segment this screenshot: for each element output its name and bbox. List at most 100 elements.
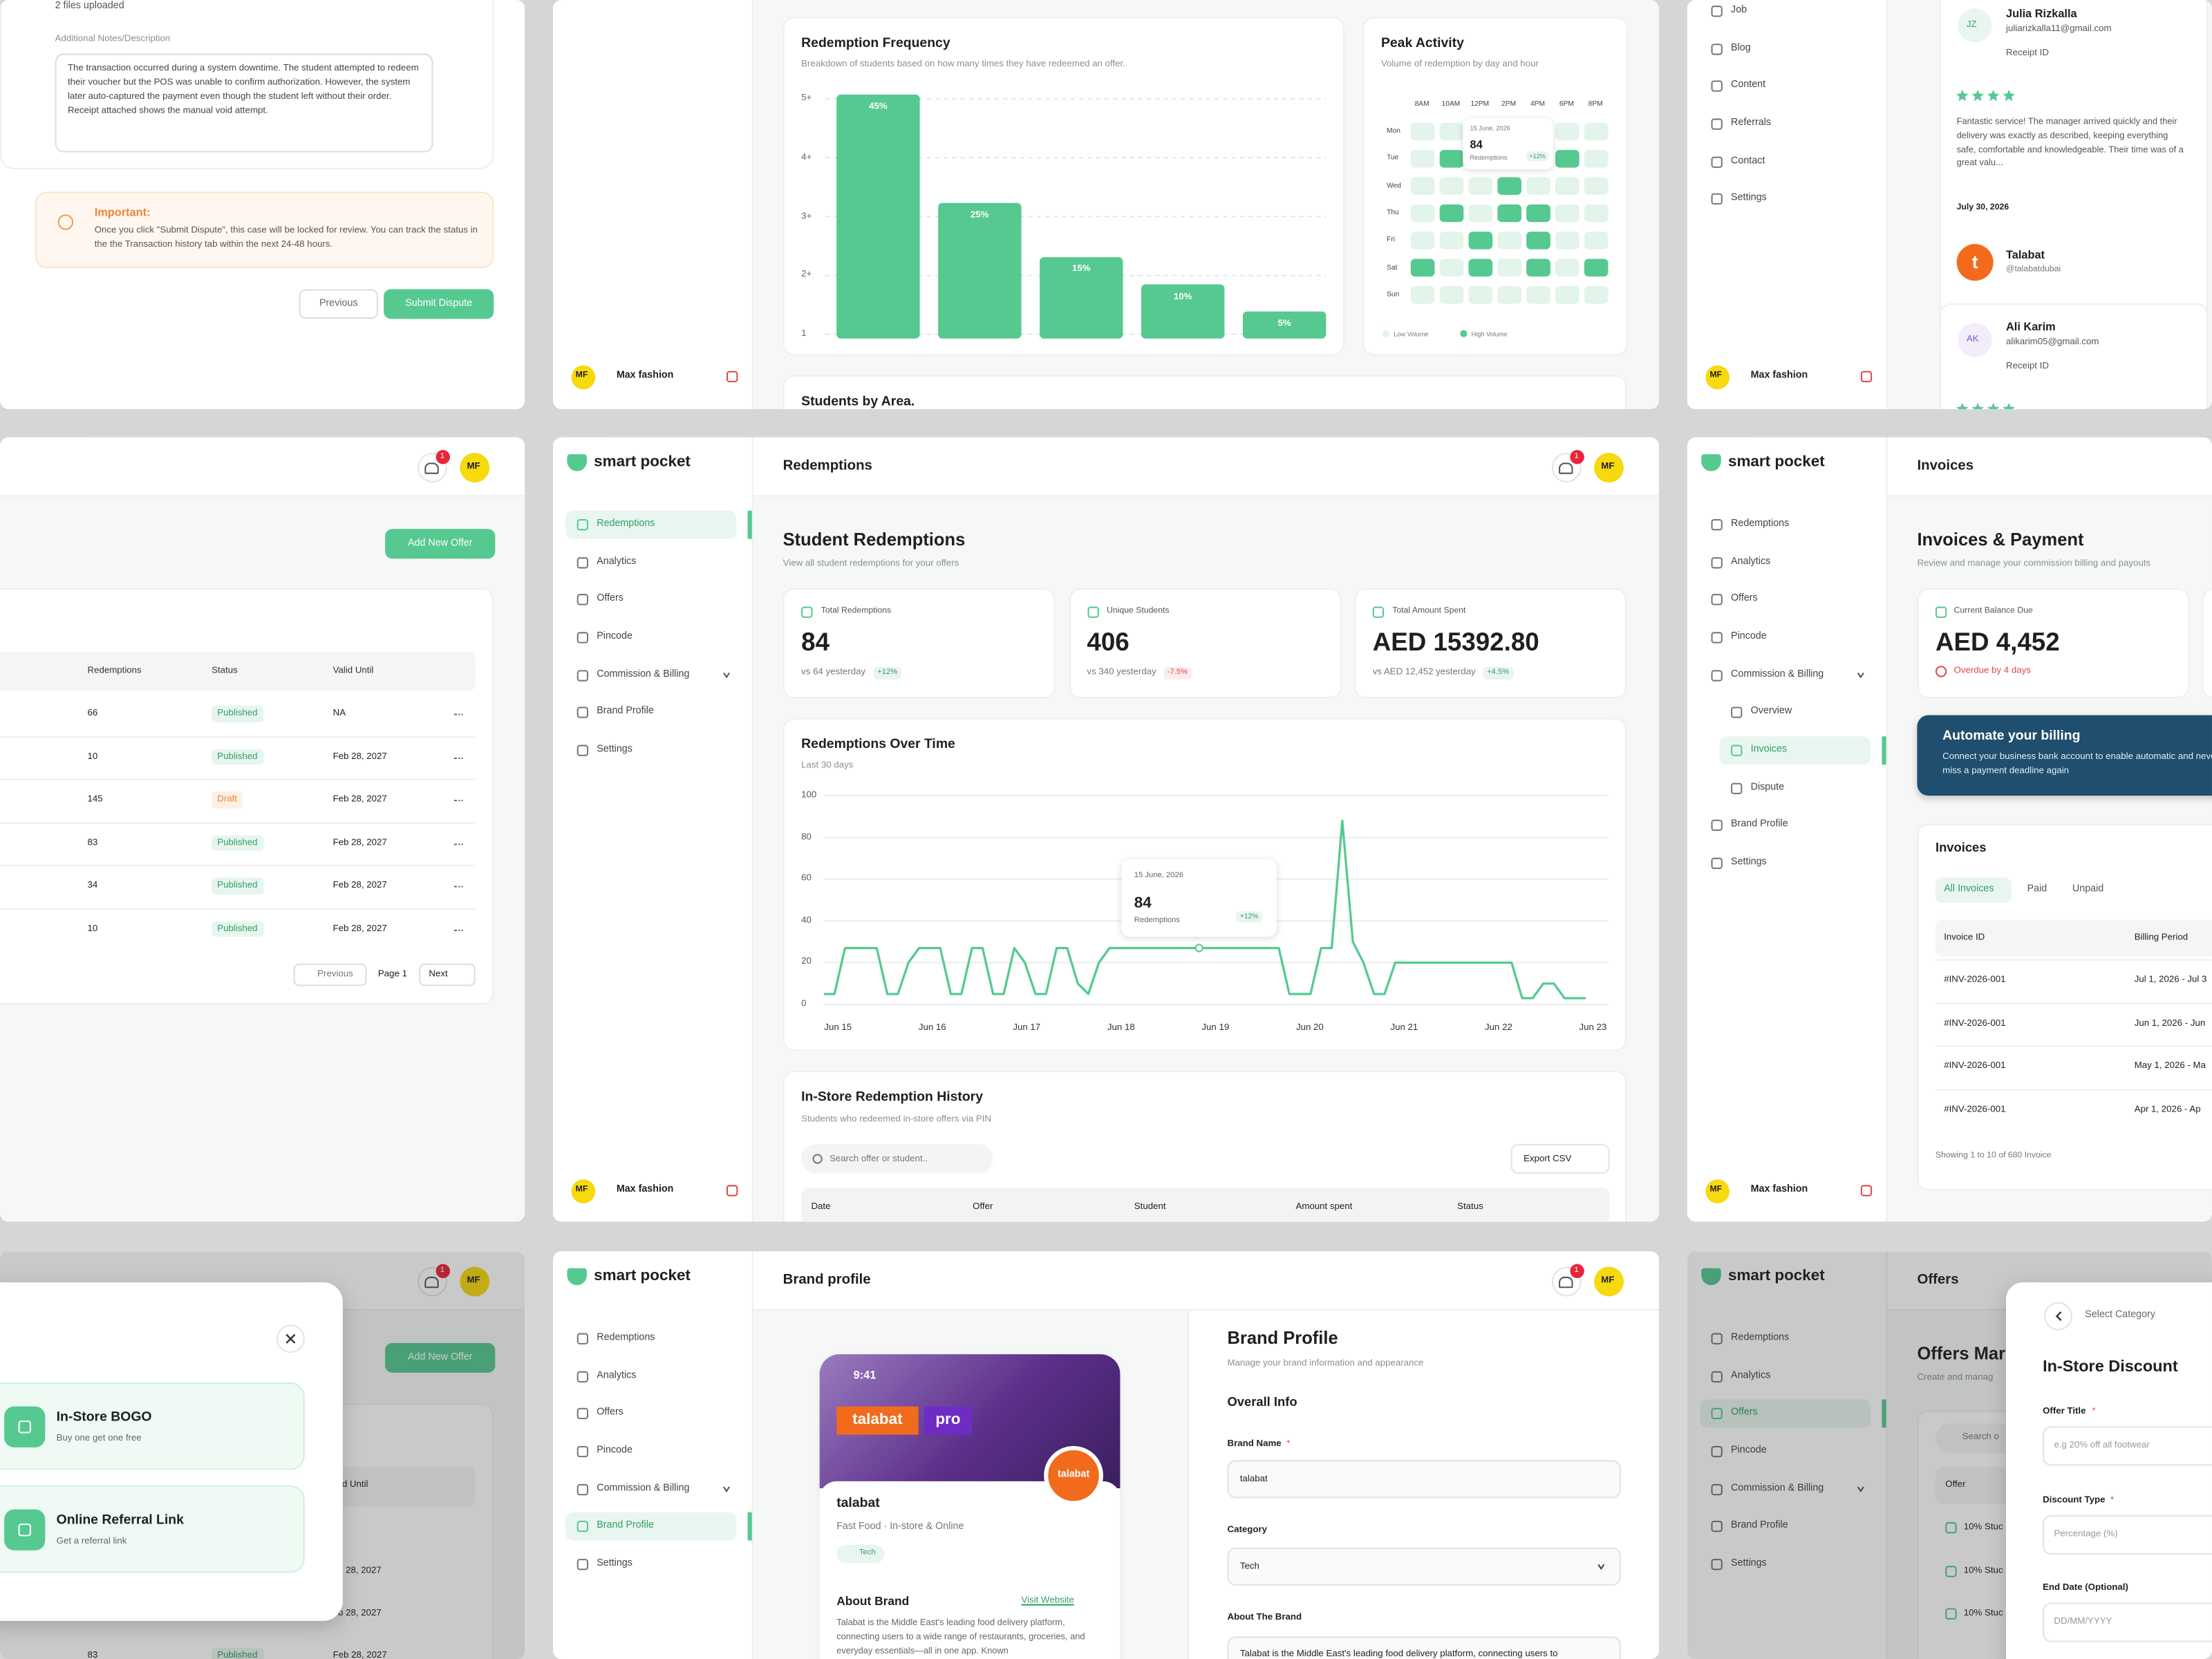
nav-item[interactable]: Settings <box>597 744 632 755</box>
nav-item[interactable]: Brand Profile <box>1731 1520 1788 1530</box>
nav-item[interactable]: Analytics <box>1731 556 1771 568</box>
button[interactable] <box>384 289 494 319</box>
search-placeholder[interactable]: Search offer or student.. <box>829 1154 928 1164</box>
chevron <box>1597 1564 1605 1571</box>
row-divider <box>0 778 476 780</box>
export-button[interactable] <box>1510 1144 1610 1174</box>
nav-item[interactable]: Content <box>1731 80 1766 91</box>
button[interactable] <box>385 1342 496 1373</box>
icon <box>1711 1520 1723 1533</box>
button[interactable] <box>299 289 378 319</box>
nav-item[interactable]: Brand Profile <box>1731 819 1788 830</box>
nav-item[interactable]: Brand Profile <box>597 706 654 717</box>
nav-item[interactable]: Redemptions <box>1731 518 1790 529</box>
nav-item[interactable]: Job <box>1731 5 1747 16</box>
back-button[interactable] <box>2044 1302 2072 1331</box>
nav-item[interactable]: Settings <box>1731 193 1767 203</box>
nav-item[interactable]: Commission & Billing <box>597 669 690 680</box>
y-tick-label: 40 <box>801 915 812 926</box>
page-next[interactable] <box>419 963 476 986</box>
nav-item[interactable]: Overview <box>1750 706 1792 717</box>
nav-item[interactable]: Settings <box>1731 857 1767 868</box>
nav-item[interactable]: Invoices <box>1750 744 1788 755</box>
avatar[interactable] <box>1594 1266 1624 1297</box>
nav-item[interactable]: Pincode <box>597 631 632 642</box>
nav-item[interactable]: Pincode <box>1731 631 1767 642</box>
input[interactable] <box>1227 1636 1621 1659</box>
option-card[interactable] <box>0 1485 305 1573</box>
nav-item[interactable]: Settings <box>597 1558 632 1568</box>
page-next-label[interactable]: Next <box>429 969 448 980</box>
required-mark: * <box>1286 1438 1291 1450</box>
nav-item[interactable]: Settings <box>1731 1558 1767 1568</box>
input-value[interactable]: talabat <box>1239 1473 1268 1484</box>
logout-icon[interactable] <box>727 1185 738 1197</box>
option-title[interactable]: In-Store BOGO <box>56 1409 152 1425</box>
input-placeholder[interactable]: Percentage (%) <box>2054 1529 2118 1539</box>
tab[interactable]: All Invoices <box>1944 884 1994 894</box>
input[interactable] <box>1227 1547 1621 1586</box>
close-button[interactable] <box>276 1324 305 1353</box>
row-menu[interactable] <box>454 800 463 802</box>
page-number: Page 1 <box>377 969 407 980</box>
nav-item[interactable]: Contact <box>1731 156 1765 167</box>
nav-item[interactable]: Analytics <box>597 556 637 568</box>
icon <box>1711 1407 1723 1420</box>
nav-item[interactable]: Commission & Billing <box>1731 669 1824 680</box>
tab[interactable]: Paid <box>2027 884 2047 894</box>
input[interactable] <box>1227 1460 1621 1499</box>
button-label[interactable]: Add New Offer <box>408 538 473 548</box>
button-label[interactable]: Submit Dispute <box>405 298 473 308</box>
nav-item[interactable]: Offers <box>597 1407 624 1418</box>
logout-icon[interactable] <box>1860 1185 1873 1197</box>
nav-item[interactable]: Offers <box>597 593 624 604</box>
tag-chip <box>836 1544 885 1564</box>
search-box[interactable] <box>801 1144 993 1174</box>
option-title[interactable]: Online Referral Link <box>56 1512 184 1528</box>
avatar[interactable] <box>460 1266 490 1297</box>
tab[interactable]: Unpaid <box>2072 884 2104 894</box>
nav-item[interactable]: Brand Profile <box>597 1520 654 1530</box>
nav-item[interactable]: Analytics <box>1731 1371 1771 1381</box>
nav-item[interactable]: Pincode <box>1731 1445 1767 1456</box>
nav-item[interactable]: Dispute <box>1750 782 1785 793</box>
row-menu[interactable] <box>454 713 463 716</box>
logout-icon[interactable] <box>727 371 738 383</box>
input-value[interactable]: Talabat is the Middle East's leading foo… <box>1239 1649 1558 1659</box>
avatar[interactable] <box>1594 453 1624 482</box>
nav-item[interactable]: Redemptions <box>597 518 655 529</box>
nav-item[interactable]: Redemptions <box>1731 1333 1790 1343</box>
nav-item[interactable]: Redemptions <box>597 1333 655 1343</box>
page-prev[interactable] <box>293 963 367 986</box>
nav-item[interactable]: Commission & Billing <box>1731 1483 1824 1494</box>
nav-item[interactable]: Referrals <box>1731 118 1772 129</box>
input-value[interactable]: Tech <box>1239 1561 1259 1571</box>
button-label[interactable]: Add New Offer <box>408 1351 473 1362</box>
nav-item[interactable]: Offers <box>1731 1407 1758 1418</box>
row-menu[interactable] <box>454 756 463 759</box>
logout-icon[interactable] <box>1860 371 1873 383</box>
page-prev-label[interactable]: Previous <box>317 969 353 980</box>
export-label[interactable]: Export CSV <box>1524 1154 1572 1164</box>
input-placeholder[interactable]: DD/MM/YYYY <box>2054 1616 2112 1627</box>
input[interactable] <box>2043 1602 2212 1642</box>
visit-link[interactable]: Visit Website <box>1021 1595 1074 1606</box>
button[interactable] <box>385 529 496 559</box>
nav-item[interactable]: Commission & Billing <box>597 1483 690 1494</box>
nav-item[interactable]: Offers <box>1731 593 1758 604</box>
row-menu[interactable] <box>454 843 463 845</box>
input[interactable] <box>2043 1426 2212 1466</box>
input-placeholder[interactable]: e.g 20% off all footwear <box>2054 1440 2150 1451</box>
invoice-id: #INV-2026-001 <box>1944 1061 2006 1071</box>
option-card[interactable] <box>0 1382 305 1470</box>
nav-item[interactable]: Analytics <box>597 1371 637 1381</box>
section-subtitle: Create and manag <box>1917 1372 1994 1383</box>
nav-item[interactable]: Blog <box>1731 43 1751 53</box>
cell-valid-until: Feb 28, 2027 <box>332 837 387 847</box>
row-menu[interactable] <box>454 885 463 888</box>
nav-item[interactable]: Pincode <box>597 1445 632 1456</box>
avatar[interactable] <box>460 453 490 482</box>
button-label[interactable]: Previous <box>319 298 358 308</box>
input[interactable] <box>2043 1515 2212 1555</box>
row-menu[interactable] <box>454 928 463 931</box>
